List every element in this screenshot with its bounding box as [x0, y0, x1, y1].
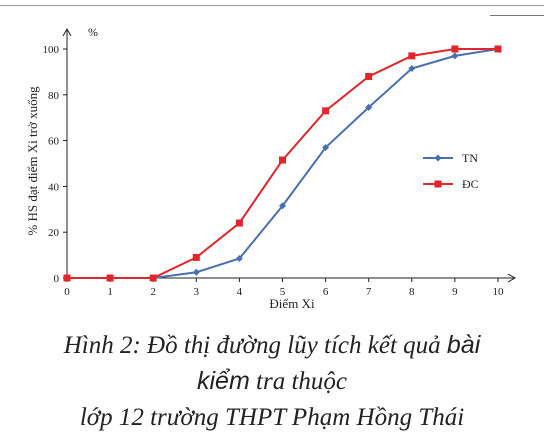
data-point-dc	[322, 107, 330, 115]
caption-line-2: kiểm tra thuộc	[0, 366, 544, 397]
data-point-tn	[279, 202, 286, 210]
top-border-line	[0, 5, 544, 6]
x-axis-label: Điểm Xi	[269, 296, 315, 311]
x-axis-arrow	[507, 273, 517, 283]
x-tick-label: 10	[493, 286, 505, 298]
y-axis-arrow	[62, 27, 72, 37]
data-point-dc	[451, 45, 459, 53]
y-tick-label: 0	[54, 273, 60, 285]
top-right-border-line	[490, 15, 544, 16]
data-point-tn	[365, 103, 373, 111]
data-point-dc	[192, 253, 200, 261]
x-tick-label: 5	[280, 286, 286, 298]
data-point-dc	[279, 156, 286, 164]
y-tick-label: 20	[48, 227, 60, 239]
legend-marker	[434, 154, 442, 162]
x-tick-label: 0	[64, 286, 70, 298]
x-tick-label: 4	[237, 286, 243, 298]
data-point-dc	[494, 45, 502, 53]
data-point-tn	[235, 255, 243, 263]
x-tick-label: 7	[366, 286, 372, 298]
x-tick-label: 3	[194, 286, 200, 298]
caption-line-3: lớp 12 trường THPT Phạm Hồng Thái	[79, 404, 465, 431]
caption-line-2-emphasis: kiểm	[196, 367, 250, 395]
legend-marker	[434, 180, 442, 188]
y-tick-label: 80	[48, 90, 60, 102]
data-point-dc	[365, 72, 373, 80]
data-point-dc	[149, 274, 157, 282]
data-point-dc	[106, 274, 114, 282]
legend-label: ĐC	[462, 177, 479, 191]
caption-line-1-emphasis: bài	[446, 331, 481, 359]
y-tick-label: 40	[48, 181, 60, 193]
chart-series	[63, 45, 502, 282]
data-point-tn	[192, 268, 200, 276]
caption-line-1-text: Hình 2: Đồ thị đường lũy tích kết quả	[63, 332, 447, 359]
legend-label: TN	[462, 151, 478, 165]
y-axis-label: % HS đạt điểm Xi trở xuống	[25, 86, 40, 236]
caption-line-2-text: tra thuộc	[249, 368, 347, 395]
data-point-tn	[322, 143, 330, 151]
x-tick-label: 8	[409, 286, 415, 298]
data-point-tn	[451, 52, 459, 60]
x-tick-label: 6	[323, 286, 329, 298]
y-tick-label: 60	[48, 136, 60, 148]
x-tick-label: 9	[452, 286, 458, 298]
y-unit-label: %	[88, 25, 98, 39]
caption-line-1: Hình 2: Đồ thị đường lũy tích kết quả bà…	[0, 330, 544, 361]
y-axis-ticks: 0 20 40 60 80 100	[43, 44, 67, 285]
data-point-dc	[235, 219, 243, 227]
x-tick-label: 2	[150, 286, 156, 298]
y-tick-label: 100	[43, 44, 60, 56]
chart-axes	[62, 27, 517, 283]
x-tick-label: 1	[107, 286, 113, 298]
x-axis-ticks: 0 1 2 3 4 5 6 7 8 9 10	[64, 278, 504, 298]
chart-legend: TN ĐC	[423, 151, 479, 191]
data-point-tn	[408, 64, 416, 72]
data-point-dc	[63, 274, 71, 282]
data-point-dc	[408, 52, 416, 60]
cumulative-line-chart: 0 20 40 60 80 100 0 1 2 3 4 5 6 7 8 9 10 TN ĐC % Điểm Xi…	[25, 25, 517, 311]
